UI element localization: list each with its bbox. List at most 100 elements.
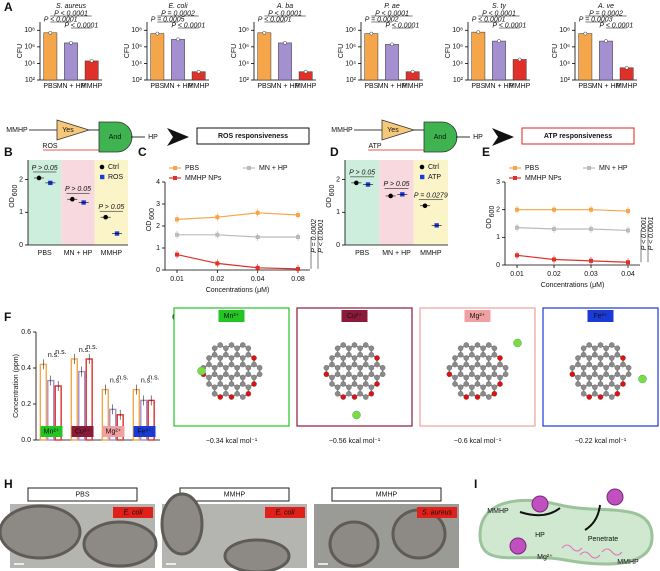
atom [217,374,223,381]
p-value: P < 0.0001 [641,216,648,250]
atom [357,384,363,390]
y-axis-title: OD [326,197,333,208]
title-box [331,487,442,502]
atom [346,345,352,351]
chart-title: A. ve [597,3,614,10]
bar-cap [604,39,608,43]
atom [206,361,212,368]
atom [334,384,341,390]
panel-label: I [474,477,477,491]
point [215,215,220,220]
schematic-label: Penetrate [588,536,618,543]
atom [223,364,229,371]
legend-label: MN + HP [599,165,628,172]
series-line [517,209,629,212]
title-box [27,487,138,502]
p-value: P < 0.0001 [472,16,506,23]
p-value: P < 0.0001 [375,10,409,17]
atom [329,374,335,381]
gate-input: MMHP [6,127,28,134]
atom [245,371,252,377]
atom [569,364,576,371]
bar [364,33,379,81]
y-axis-label: CFU [445,44,452,58]
atom [329,361,335,368]
bar-cap [89,59,94,63]
atom [351,342,358,348]
p-value: P < 0.0001 [64,22,98,29]
atom [340,374,346,381]
atom [469,390,475,397]
panel-label: C [138,145,147,159]
ion-atom [197,366,206,376]
atom [603,390,609,397]
panel-label: B [4,145,13,159]
atom [251,355,257,361]
atom [251,374,257,381]
atom [457,351,464,358]
signal-label: ATP [368,143,381,150]
p-value: P < 0.0001 [318,219,325,253]
ion-atom [638,374,647,384]
atom [497,361,503,368]
series-line [176,212,299,220]
y-tick-label: 0 [19,242,23,249]
category-label: Fe³⁺ [137,428,152,435]
gate-label: Yes [62,127,74,134]
cell [223,538,291,571]
y-tick-label: 10⁶ [131,44,142,51]
x-axis-title: Concentrations (μM) [541,282,605,289]
atom [245,351,252,358]
atom [586,381,592,387]
point [215,232,220,237]
atom [486,342,492,348]
point [626,260,630,265]
significance-label: n.s. [117,374,128,381]
x-tick-label: 0.03 [584,271,598,278]
atom [346,384,352,390]
ion-label: Cu²⁺ [347,313,362,320]
cell [328,520,380,568]
atom [363,342,369,348]
x-tick-label: MN + HP [57,83,86,90]
atom [486,361,492,368]
atom [569,371,576,377]
legend-marker [420,174,425,180]
point [175,232,179,237]
dna [579,551,601,559]
x-tick-label: MN + HP [64,250,93,257]
atom [217,342,223,348]
atom [329,381,335,387]
x-tick-label: PBS [38,250,52,257]
gate-label: And [434,134,447,141]
atom [223,390,229,397]
atom [357,351,363,358]
point [626,209,630,214]
atom [592,384,598,390]
y-axis-subscript: 600 [12,185,19,197]
category-box [71,426,94,437]
atom [357,390,363,397]
point [626,228,630,233]
atom [586,394,592,400]
category-box [40,426,63,437]
p-value: P < 0.0001 [599,22,633,29]
atom [452,355,458,361]
bar-cap [624,65,629,70]
atom [457,345,464,351]
atom [368,371,375,377]
atom [374,374,380,381]
legend-marker [587,166,591,170]
atom [363,394,369,400]
x-tick-label: MN + HP [382,250,411,257]
x-tick-label: MMHP [101,250,123,257]
binding-energy: −0.34 kcal mol⁻¹ [206,438,258,445]
ion-label: Fe³⁺ [593,313,608,320]
point [296,266,300,271]
ion-label: Mg²⁺ [470,313,486,320]
y-tick-label: 10⁶ [238,44,249,51]
legend-marker [247,166,251,170]
series-line [176,254,299,270]
